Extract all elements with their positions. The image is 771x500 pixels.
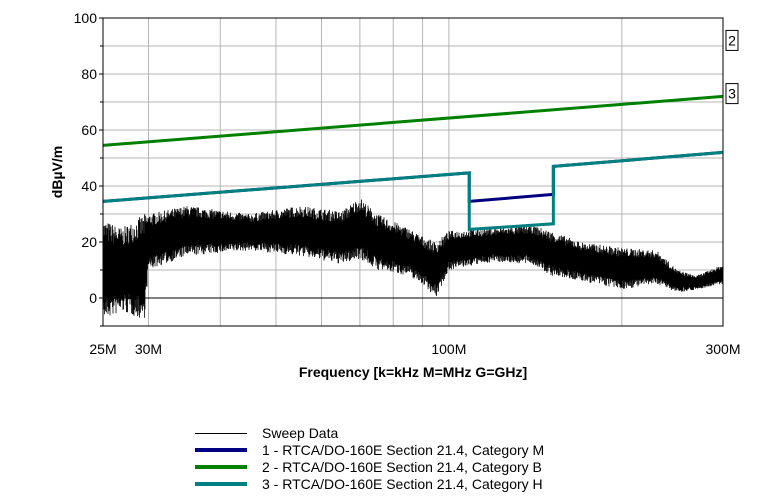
y-tick-label: 0 [89,290,97,306]
x-tick-label: 300M [705,341,740,357]
legend-swatch [195,448,247,452]
y-tick-label: 100 [74,10,98,26]
y-axis-label: dBµV/m [49,146,65,198]
limit-lines [102,94,724,232]
y-tick-label: 20 [81,234,97,250]
x-tick-label: 100M [431,341,466,357]
limit-line-3 [102,150,724,232]
y-tick-label: 60 [81,122,97,138]
legend-label: 3 - RTCA/DO-160E Section 21.4, Category … [262,476,543,492]
legend-swatch [195,433,247,434]
x-tick-label: 30M [135,341,162,357]
sweep-trace [102,199,724,319]
line-markers: 23 [725,29,739,105]
axis-ticks: 0 20 40 60 80 100 25M 30M 100M 300M [74,10,741,357]
x-tick-label: 25M [89,341,116,357]
plot-frame [102,17,724,327]
sweep-data [102,199,724,319]
x-axis-label: Frequency [k=kHz M=MHz G=GHz] [299,364,527,380]
legend-swatch [195,482,247,486]
legend-swatch [195,465,247,469]
y-tick-label: 40 [81,178,97,194]
legend-label: Sweep Data [262,425,339,441]
marker-box [725,83,739,105]
legend-label: 1 - RTCA/DO-160E Section 21.4, Category … [262,442,545,458]
marker-label: 2 [728,32,736,48]
y-tick-label: 80 [81,66,97,82]
legend-label: 2 - RTCA/DO-160E Section 21.4, Category … [262,459,542,475]
limit-line-2 [102,94,724,147]
marker-box [725,29,739,51]
marker-label: 3 [728,86,736,102]
